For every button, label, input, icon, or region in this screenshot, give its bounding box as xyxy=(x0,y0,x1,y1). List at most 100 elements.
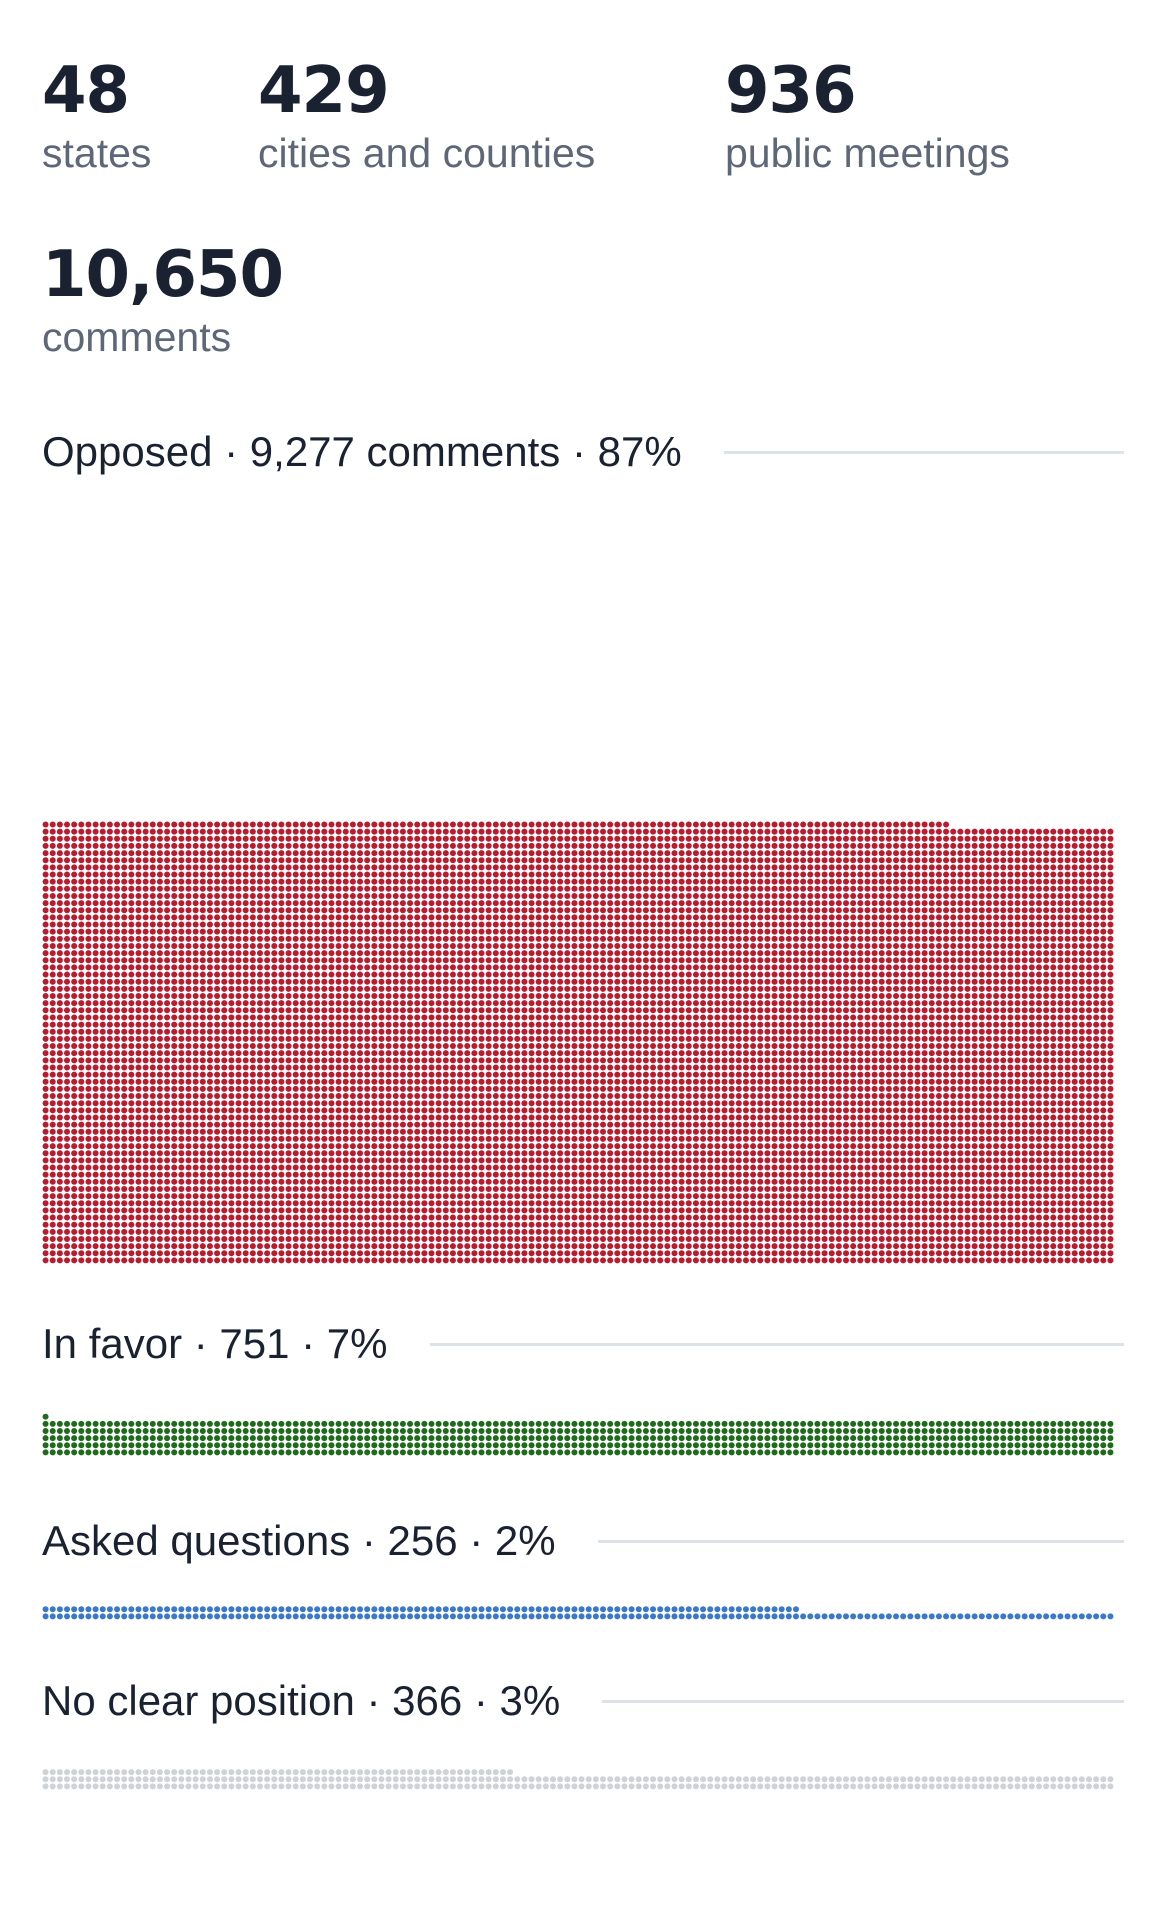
dot-opposed xyxy=(92,1085,99,1092)
dot-opposed xyxy=(600,1143,607,1150)
dot-opposed xyxy=(592,1028,599,1035)
dot-opposed xyxy=(256,1214,263,1221)
dot-opposed xyxy=(314,1164,321,1171)
dot-opposed xyxy=(149,1028,156,1035)
dot-opposed xyxy=(800,1207,807,1214)
dot-opposed xyxy=(778,1128,785,1135)
dot-opposed xyxy=(114,1057,121,1064)
dot-opposed xyxy=(1057,1100,1064,1107)
dot-opposed xyxy=(64,1243,71,1250)
dot-opposed xyxy=(871,1157,878,1164)
dot-opposed xyxy=(521,1050,528,1057)
section-divider xyxy=(429,1342,1124,1346)
dot-opposed xyxy=(449,1221,456,1228)
dot-opposed xyxy=(664,1171,671,1178)
dot-opposed xyxy=(471,1243,478,1250)
dot-opposed xyxy=(364,1185,371,1192)
dot-opposed xyxy=(564,1064,571,1071)
dot-opposed xyxy=(864,1078,871,1085)
dot-opposed xyxy=(78,1221,85,1228)
dot-opposed xyxy=(521,1150,528,1157)
dot-opposed xyxy=(164,1135,171,1142)
dot-opposed xyxy=(635,1164,642,1171)
dot-opposed xyxy=(342,1093,349,1100)
dot-opposed xyxy=(585,1250,592,1257)
dot-opposed xyxy=(964,1185,971,1192)
dot-opposed xyxy=(957,1164,964,1171)
dot-opposed xyxy=(850,1085,857,1092)
dot-opposed xyxy=(664,1121,671,1128)
dot-opposed xyxy=(978,1043,985,1050)
dot-opposed xyxy=(99,1135,106,1142)
dot-opposed xyxy=(714,1028,721,1035)
dot-opposed xyxy=(292,1043,299,1050)
dot-opposed xyxy=(728,1157,735,1164)
dot-opposed xyxy=(878,1085,885,1092)
dot-opposed xyxy=(271,1250,278,1257)
dot-opposed xyxy=(1014,1107,1021,1114)
dot-opposed xyxy=(528,1171,535,1178)
dot-opposed xyxy=(342,1164,349,1171)
dot-opposed xyxy=(785,1043,792,1050)
dot-opposed xyxy=(178,1021,185,1028)
dot-opposed xyxy=(428,1107,435,1114)
dot-opposed xyxy=(893,1171,900,1178)
dot-opposed xyxy=(985,1164,992,1171)
dot-opposed xyxy=(721,1078,728,1085)
dot-opposed xyxy=(178,1057,185,1064)
dot-opposed xyxy=(299,1085,306,1092)
dot-opposed xyxy=(328,1214,335,1221)
dot-opposed xyxy=(242,1257,249,1264)
dot-opposed xyxy=(1057,1071,1064,1078)
dot-opposed xyxy=(1035,1071,1042,1078)
dot-opposed xyxy=(928,1221,935,1228)
dot-opposed xyxy=(71,1114,78,1121)
dot-opposed xyxy=(1107,1128,1114,1135)
dot-opposed xyxy=(49,1150,56,1157)
dot-opposed xyxy=(1057,1057,1064,1064)
dot-opposed xyxy=(371,1214,378,1221)
dot-opposed xyxy=(457,1093,464,1100)
dot-opposed xyxy=(228,1128,235,1135)
dot-opposed xyxy=(549,1050,556,1057)
dot-opposed xyxy=(499,1071,506,1078)
dot-opposed xyxy=(335,1107,342,1114)
dot-opposed xyxy=(514,1157,521,1164)
dot-opposed xyxy=(678,1164,685,1171)
dot-opposed xyxy=(321,1078,328,1085)
dot-opposed xyxy=(907,1035,914,1042)
dot-opposed xyxy=(542,1128,549,1135)
dot-opposed xyxy=(499,1228,506,1235)
dot-opposed xyxy=(893,1050,900,1057)
dot-opposed xyxy=(557,1257,564,1264)
dot-opposed xyxy=(121,1128,128,1135)
dot-opposed xyxy=(985,1171,992,1178)
dot-opposed xyxy=(178,1193,185,1200)
dot-opposed xyxy=(256,1114,263,1121)
dot-opposed xyxy=(49,1078,56,1085)
dot-opposed xyxy=(549,1185,556,1192)
dot-opposed xyxy=(792,1114,799,1121)
dot-opposed xyxy=(893,1178,900,1185)
dot-opposed xyxy=(1014,1043,1021,1050)
dot-opposed xyxy=(564,1185,571,1192)
dot-opposed xyxy=(106,1050,113,1057)
dot-opposed xyxy=(314,1035,321,1042)
dot-opposed xyxy=(342,1064,349,1071)
dot-opposed xyxy=(278,1228,285,1235)
dot-opposed xyxy=(442,1050,449,1057)
dot-opposed xyxy=(1071,1257,1078,1264)
dot-opposed xyxy=(528,1228,535,1235)
dot-opposed xyxy=(878,1078,885,1085)
dot-opposed xyxy=(914,1207,921,1214)
dot-opposed xyxy=(678,1135,685,1142)
dot-opposed xyxy=(1071,1185,1078,1192)
dot-opposed xyxy=(764,1143,771,1150)
dot-opposed xyxy=(206,1078,213,1085)
dot-opposed xyxy=(521,1207,528,1214)
dot-opposed xyxy=(514,1243,521,1250)
dot-opposed xyxy=(278,1221,285,1228)
dot-opposed xyxy=(1028,1207,1035,1214)
dot-opposed xyxy=(299,1100,306,1107)
dot-opposed xyxy=(364,1050,371,1057)
